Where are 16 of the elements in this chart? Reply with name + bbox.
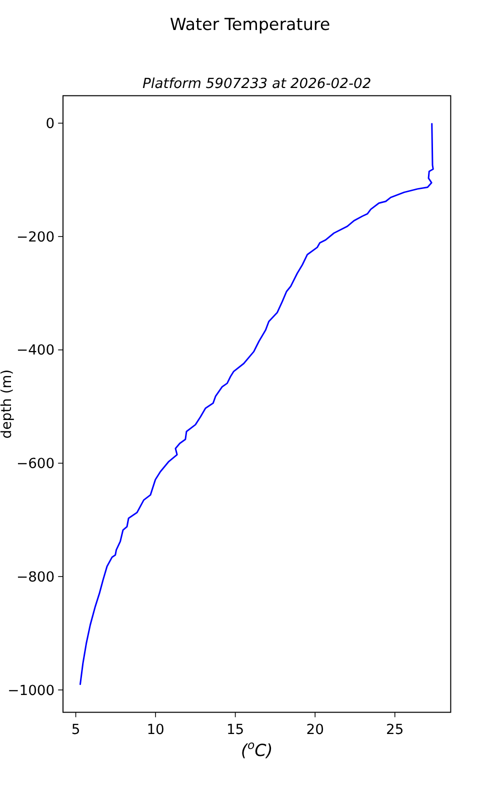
chart-subtitle: Platform 5907233 at 2026-02-02 xyxy=(142,76,372,92)
x-tick-label: 20 xyxy=(306,722,324,738)
y-tick-label: −200 xyxy=(16,229,55,246)
y-tick-label: −800 xyxy=(16,569,55,586)
y-tick-label: −600 xyxy=(16,456,55,472)
y-tick-label: 0 xyxy=(46,116,55,132)
x-axis-title: ($^{o}$C) xyxy=(240,738,273,760)
line-series xyxy=(79,123,434,685)
x-tick-label: 25 xyxy=(386,722,404,738)
y-axis-title: depth (m) xyxy=(0,369,15,439)
y-tick-label: −400 xyxy=(16,342,55,359)
x-tick-label: 5 xyxy=(71,722,80,738)
x-tick-label: 15 xyxy=(226,722,244,738)
chart-title: Water Temperature xyxy=(170,14,330,34)
y-tick-label: −1000 xyxy=(8,682,55,699)
x-tick-label: 10 xyxy=(146,722,164,738)
